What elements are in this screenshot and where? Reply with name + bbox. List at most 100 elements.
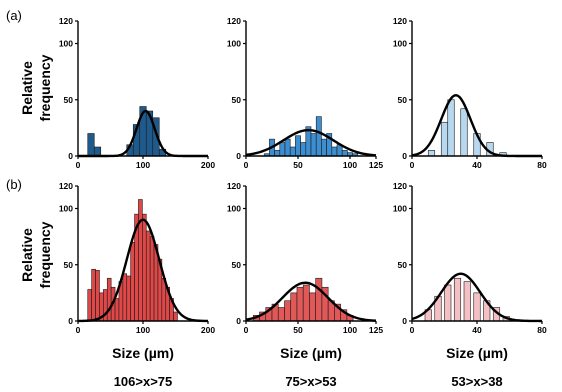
- histogram-bar: [321, 138, 327, 157]
- histogram-bar: [296, 286, 304, 322]
- histogram-bar: [274, 150, 281, 157]
- y-tick-label: 100: [227, 39, 241, 49]
- panel-label-b: (b): [6, 177, 22, 192]
- y-tick-label: 120: [393, 181, 407, 191]
- histogram-bar: [93, 146, 102, 157]
- histogram-bar: [114, 298, 120, 322]
- histogram-bar: [149, 236, 155, 322]
- y-axis-title-b-line1: Relative: [19, 228, 35, 282]
- gaussian-fit-curve: [245, 128, 377, 157]
- histogram-bar: [289, 146, 296, 157]
- histogram-bar: [473, 292, 481, 322]
- histogram-bar: [341, 150, 348, 157]
- histogram-bar: [427, 150, 436, 157]
- x-axis-title-col1: Size (µm): [112, 345, 174, 361]
- histogram-bar: [95, 270, 100, 322]
- x-tick-label: 125: [369, 325, 383, 335]
- histogram-panel-a1: 0 50 100 120 0 100 200: [59, 16, 216, 170]
- x-tick-label: 0: [76, 160, 81, 170]
- histogram-panel-a2: 0 50 100 120 0 50 100 125: [227, 16, 384, 170]
- y-tick-label: 0: [68, 151, 73, 161]
- histogram-panel-b2: 0 50 100 120 0 50 100 125: [227, 181, 384, 335]
- x-tick-label: 40: [472, 325, 482, 335]
- x-axis-title-col2: Size (µm): [280, 345, 342, 361]
- y-tick-label: 50: [232, 95, 242, 105]
- y-tick-label: 50: [232, 260, 242, 270]
- histogram-bar: [444, 284, 452, 322]
- histogram-bar: [300, 142, 307, 157]
- x-tick-label: 0: [76, 325, 81, 335]
- histogram-bar: [87, 289, 92, 322]
- x-tick-label: 100: [136, 160, 150, 170]
- y-tick-label: 50: [64, 260, 74, 270]
- size-range-label-col1: 106>x>75: [114, 374, 173, 389]
- y-tick-label: 120: [59, 181, 73, 191]
- histogram-bar: [122, 273, 128, 322]
- x-tick-label: 200: [201, 160, 215, 170]
- histogram-bar: [87, 133, 95, 157]
- histogram-bar: [453, 277, 462, 322]
- x-tick-label: 100: [343, 325, 357, 335]
- histogram-bar: [173, 311, 178, 322]
- x-tick-label: 50: [293, 160, 303, 170]
- y-tick-label: 0: [402, 151, 407, 161]
- y-tick-label: 100: [393, 204, 407, 214]
- chart-panels: 0 50 100 120 0 100 200 0 50 100 120 0 50 100 125 0 50 100…: [59, 16, 547, 335]
- gaussian-fit-curve: [245, 281, 377, 322]
- x-tick-label: 0: [244, 325, 249, 335]
- histogram-bar: [130, 241, 135, 322]
- x-tick-label: 80: [537, 160, 547, 170]
- y-tick-label: 120: [227, 181, 241, 191]
- histogram-bar: [310, 133, 317, 157]
- x-tick-label: 0: [410, 160, 415, 170]
- panel-label-a: (a): [6, 8, 22, 23]
- histogram-bar: [460, 108, 468, 157]
- y-tick-label: 0: [236, 151, 241, 161]
- histogram-bar: [284, 300, 292, 322]
- x-tick-label: 100: [136, 325, 150, 335]
- y-tick-label: 0: [68, 316, 73, 326]
- y-tick-label: 0: [402, 316, 407, 326]
- histogram-bar: [463, 281, 471, 322]
- x-tick-label: 50: [293, 325, 303, 335]
- size-range-label-col2: 75>x>53: [285, 374, 336, 389]
- histogram-bar: [142, 213, 147, 322]
- x-tick-label: 80: [537, 325, 547, 335]
- y-tick-label: 100: [227, 204, 241, 214]
- y-tick-label: 50: [398, 95, 408, 105]
- histogram-bar: [145, 230, 151, 322]
- size-range-label-col3: 53>x>38: [451, 374, 502, 389]
- y-axis-title-a-line1: Relative: [19, 61, 35, 115]
- y-tick-label: 120: [393, 16, 407, 26]
- y-tick-label: 100: [393, 39, 407, 49]
- histogram-bar: [126, 275, 131, 322]
- x-tick-label: 40: [472, 160, 482, 170]
- histogram-bar: [277, 307, 285, 322]
- x-tick-label: 200: [201, 325, 215, 335]
- histogram-panel-a3: 0 50 100 120 0 40 80: [393, 16, 547, 170]
- histogram-bar: [138, 199, 143, 322]
- gaussian-fit-curve: [77, 218, 209, 323]
- x-tick-label: 0: [244, 160, 249, 170]
- y-tick-label: 120: [227, 16, 241, 26]
- histogram-bar: [331, 146, 338, 157]
- y-tick-label: 50: [64, 95, 74, 105]
- histogram-bar: [295, 135, 301, 157]
- histogram-bar: [279, 142, 286, 157]
- histogram-bar: [284, 138, 291, 157]
- histogram-bar: [315, 277, 323, 322]
- y-tick-label: 100: [59, 204, 73, 214]
- y-axis-title-a-line2: frequency: [37, 54, 53, 121]
- histogram-bar: [309, 292, 316, 322]
- x-tick-label: 0: [410, 325, 415, 335]
- y-tick-label: 120: [59, 16, 73, 26]
- x-axis-title-col3: Size (µm): [446, 345, 508, 361]
- histogram-bar: [302, 284, 310, 322]
- histogram-bar: [290, 292, 298, 322]
- x-tick-label: 100: [343, 160, 357, 170]
- histogram-panel-b3: 0 50 100 120 0 40 80: [393, 181, 547, 335]
- y-tick-label: 0: [236, 316, 241, 326]
- x-tick-label: 125: [369, 160, 383, 170]
- histogram-bar: [106, 277, 112, 322]
